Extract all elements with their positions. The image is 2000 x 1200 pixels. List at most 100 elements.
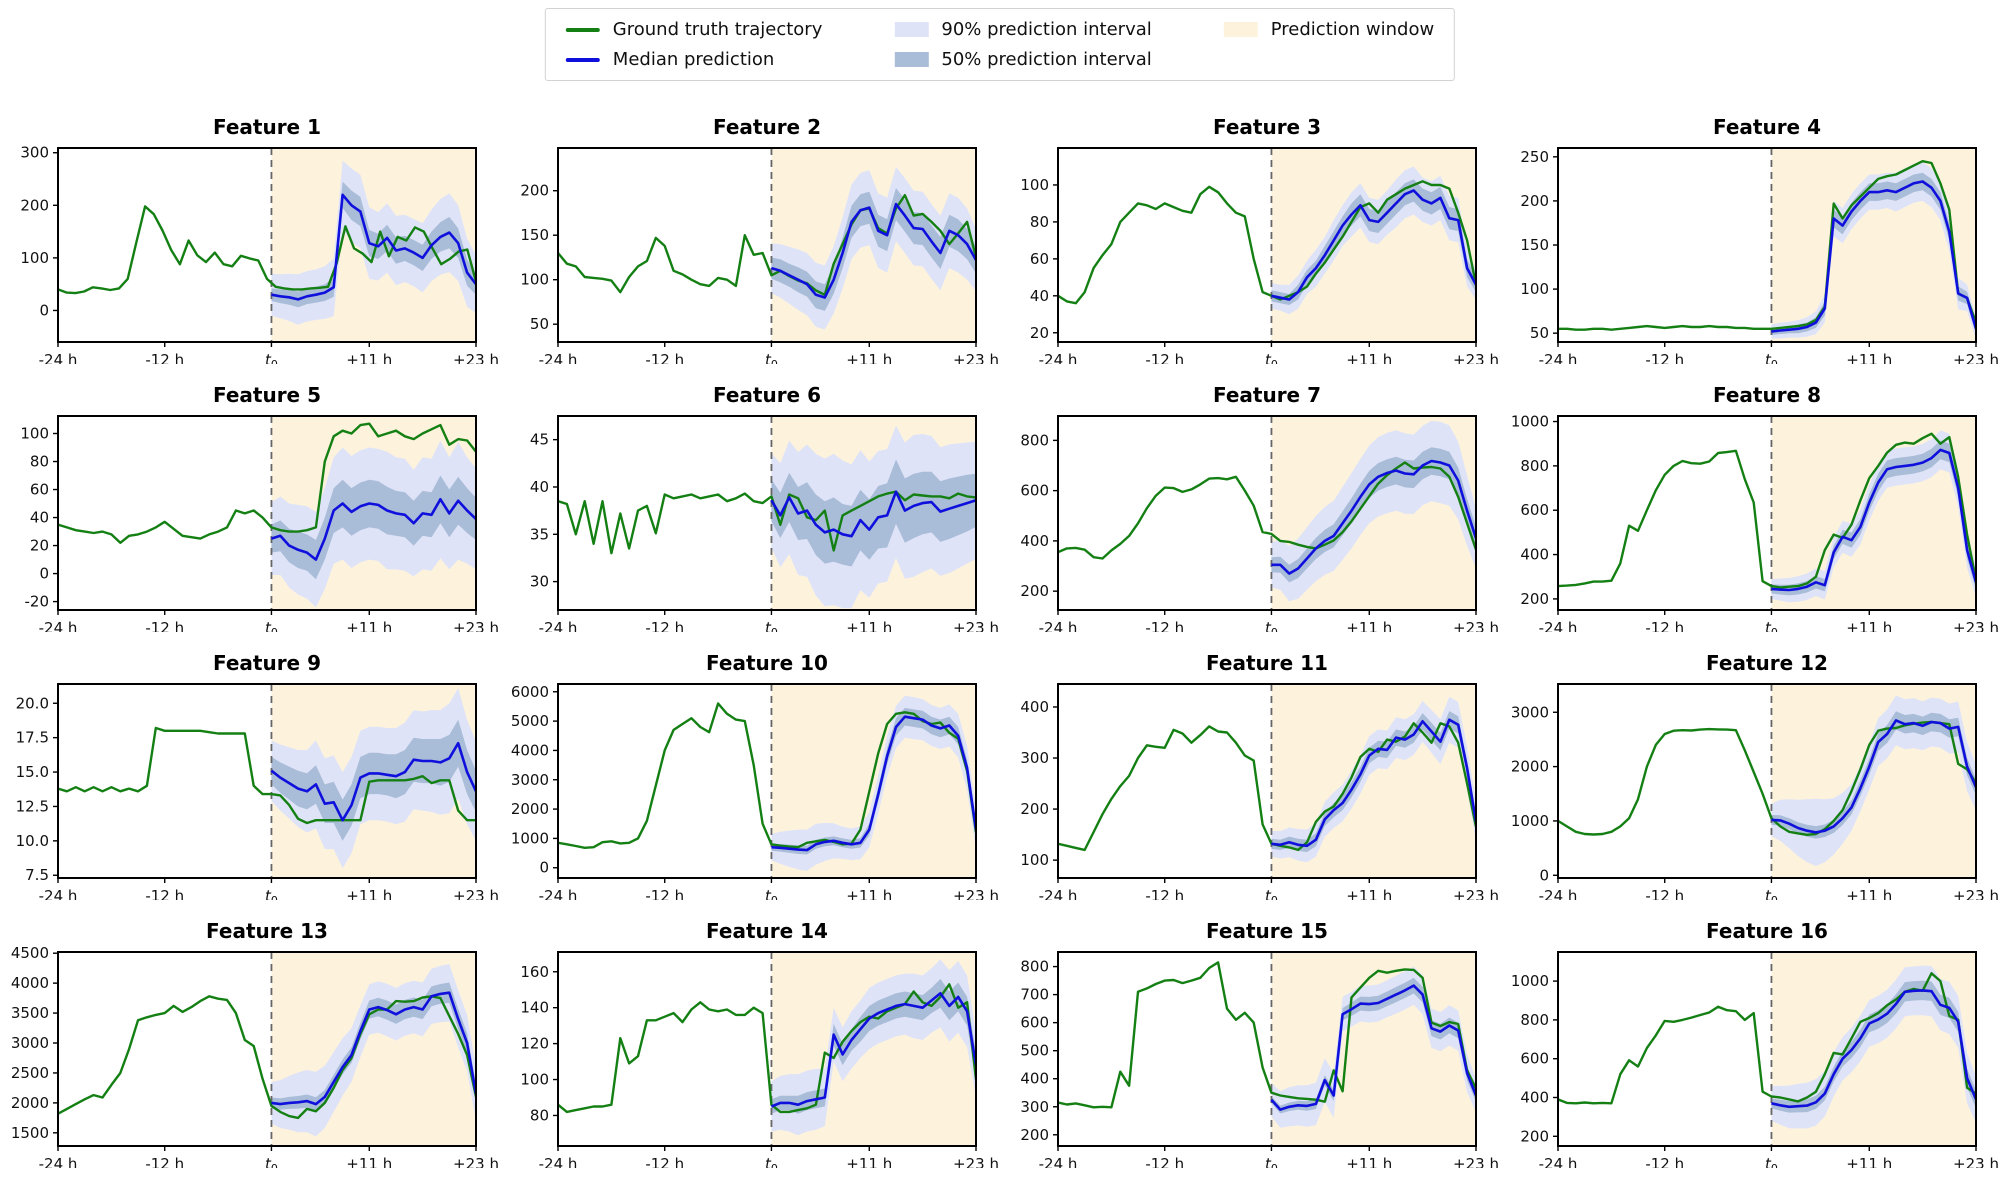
y-tick-label: 0 (1539, 866, 1549, 884)
ground-truth-line (558, 702, 976, 849)
x-tick-label: +23 h (1453, 351, 1499, 364)
x-tick-label: +11 h (1346, 619, 1392, 632)
y-tick-label: 600 (1520, 501, 1549, 519)
y-tick-label: 140 (520, 999, 549, 1017)
y-tick-label: 30 (530, 573, 549, 591)
y-tick-label: 2000 (511, 800, 549, 818)
ground-truth-line (58, 995, 476, 1120)
y-tick-label: 0 (39, 565, 49, 583)
x-tick-label: -12 h (145, 887, 184, 900)
interval-90-band (1771, 430, 1976, 603)
ground-truth-line (1058, 722, 1476, 852)
y-tick-label: 700 (1020, 986, 1049, 1004)
y-tick-label: 100 (520, 271, 549, 289)
x-tick-label: -12 h (1145, 619, 1184, 632)
y-tick-label: 80 (1030, 213, 1049, 231)
x-tick-label: +23 h (1453, 619, 1499, 632)
y-tick-label: 1500 (11, 1124, 49, 1142)
x-tick-label: -24 h (1539, 887, 1578, 900)
y-tick-label: 1000 (1511, 812, 1549, 830)
y-tick-label: 600 (1020, 482, 1049, 500)
feature-6-plot: 30 35 40 45 -24 h -12 h t0 +11 h +23 h Feature 6 (530, 383, 999, 639)
y-tick-label: 3500 (11, 1004, 49, 1022)
ground-truth-line (1558, 160, 1976, 331)
plot-title: Feature 10 (706, 651, 828, 675)
x-tick-label: t0 (1265, 351, 1278, 364)
median-line-swatch (565, 57, 600, 62)
ground-truth-line (58, 205, 476, 295)
median-prediction-line (271, 991, 476, 1106)
y-tick-label: 3000 (11, 1034, 49, 1052)
median-prediction-line (1771, 989, 1976, 1109)
y-tick-label: 100 (1520, 280, 1549, 298)
x-tick-label: +11 h (1846, 619, 1892, 632)
x-tick-label: -24 h (39, 887, 78, 900)
plot-title: Feature 11 (1206, 651, 1328, 675)
plot-title: Feature 3 (1213, 115, 1321, 139)
x-tick-label: -12 h (645, 887, 684, 900)
x-tick-label: +23 h (1453, 1155, 1499, 1168)
y-tick-label: 800 (1020, 958, 1049, 976)
y-tick-label: 60 (30, 481, 49, 499)
y-tick-label: -20 (25, 593, 50, 611)
y-tick-label: 2500 (11, 1064, 49, 1082)
subplot-feature-9: 7.5 10.0 12.5 15.0 17.5 20.0 -24 h -12 h t0 +11 h… (0, 632, 500, 907)
legend-label: 50% prediction interval (941, 49, 1152, 70)
x-tick-label: -12 h (1645, 619, 1684, 632)
y-tick-label: 100 (520, 1071, 549, 1089)
feature-14-plot: 80 100 120 140 160 -24 h -12 h t0 +11 h +23 h Feat… (520, 919, 999, 1175)
x-tick-label: t0 (265, 619, 278, 632)
median-prediction-line (771, 202, 976, 299)
legend-label: Prediction window (1270, 19, 1435, 40)
y-tick-label: 200 (1020, 582, 1049, 600)
interval-50-band (1271, 711, 1476, 852)
x-tick-label: -12 h (645, 1155, 684, 1168)
y-tick-label: 4000 (511, 741, 549, 759)
y-tick-label: 50 (1530, 324, 1549, 342)
y-tick-label: 15.0 (16, 763, 49, 781)
subplot-feature-11: 100 200 300 400 -24 h -12 h t0 +11 h +23 h Featur… (1000, 632, 1500, 907)
median-prediction-line (1270, 984, 1476, 1111)
subplot-feature-8: 200 400 600 800 1000 -24 h -12 h t0 +11 h +23 h Fe… (1500, 364, 2000, 639)
x-tick-label: +11 h (1346, 351, 1392, 364)
ground-truth-line (1058, 180, 1476, 305)
ground-truth-line (558, 490, 976, 555)
subplot-feature-10: 0 1000 2000 3000 4000 5000 6000 -24 h -12 h t0 +11… (500, 632, 1000, 907)
x-tick-label: -24 h (539, 887, 578, 900)
x-tick-label: -24 h (1539, 619, 1578, 632)
ground-truth-line (58, 422, 476, 544)
plot-title: Feature 12 (1706, 651, 1828, 675)
median-prediction-line (271, 193, 476, 301)
subplot-feature-12: 0 1000 2000 3000 -24 h -12 h t0 +11 h +23 h Featu… (1500, 632, 2000, 907)
legend-item-prediction-window: Prediction window (1223, 19, 1435, 40)
x-tick-label: +23 h (1953, 1155, 1999, 1168)
median-prediction-line (1771, 719, 1976, 834)
x-tick-label: +23 h (453, 1155, 499, 1168)
interval-50-band (271, 982, 476, 1111)
y-tick-label: 300 (20, 144, 49, 162)
feature-13-plot: 1500 2000 2500 3000 3500 4000 4500 -24 h -12 h t0… (11, 919, 499, 1175)
y-tick-label: 20 (30, 537, 49, 555)
subplot-feature-6: 30 35 40 45 -24 h -12 h t0 +11 h +23 h Feature 6 (500, 364, 1000, 639)
feature-2-plot: 50 100 150 200 -24 h -12 h t0 +11 h +23 h Feature… (520, 115, 999, 371)
subplot-feature-7: 200 400 600 800 -24 h -12 h t0 +11 h +23 h Featur… (1000, 364, 1500, 639)
y-tick-label: 160 (520, 963, 549, 981)
subplot-feature-13: 1500 2000 2500 3000 3500 4000 4500 -24 h -12 h t0… (0, 900, 500, 1175)
x-tick-label: +11 h (346, 887, 392, 900)
x-tick-label: +11 h (1346, 887, 1392, 900)
subplot-feature-4: 50 100 150 200 250 -24 h -12 h t0 +11 h +23 h Feat… (1500, 96, 2000, 371)
y-tick-label: 300 (1020, 1098, 1049, 1116)
feature-4-plot: 50 100 150 200 250 -24 h -12 h t0 +11 h +23 h Feat… (1520, 115, 1999, 371)
x-tick-label: -24 h (39, 619, 78, 632)
ground-truth-line (558, 194, 976, 296)
median-prediction-line (271, 498, 476, 561)
y-tick-label: 200 (20, 196, 49, 214)
y-tick-label: 3000 (1511, 703, 1549, 721)
x-tick-label: +11 h (846, 351, 892, 364)
x-tick-label: +23 h (1453, 887, 1499, 900)
x-tick-label: -12 h (1645, 1155, 1684, 1168)
x-tick-label: +11 h (346, 1155, 392, 1168)
x-tick-label: +11 h (1846, 1155, 1892, 1168)
y-tick-label: 300 (1020, 749, 1049, 767)
x-tick-label: +11 h (1846, 887, 1892, 900)
